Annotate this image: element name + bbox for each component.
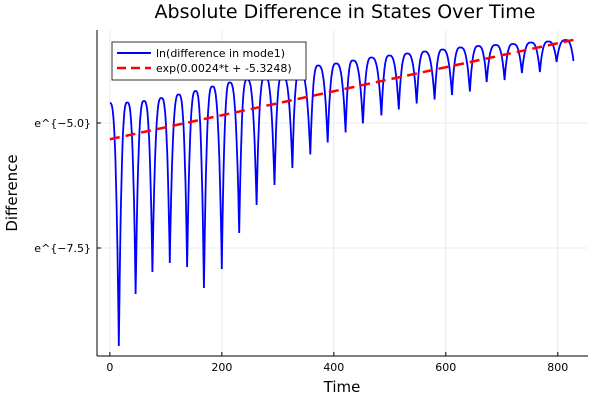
x-tick-label: 800 xyxy=(547,361,568,374)
legend-label-0: ln(difference in mode1) xyxy=(156,47,285,60)
legend-box xyxy=(111,41,307,81)
plot-area xyxy=(109,38,575,347)
y-axis-label: Difference xyxy=(3,154,21,231)
grid xyxy=(97,30,588,356)
x-tick-label: 200 xyxy=(211,361,232,374)
x-tick-label: 0 xyxy=(106,361,113,374)
axes: 0 200 400 600 800 e^{−5.0} e^{−7.5} xyxy=(34,30,588,374)
y-tick-label: e^{−5.0} xyxy=(34,117,91,130)
x-tick-label: 600 xyxy=(435,361,456,374)
series-line-difference xyxy=(109,39,575,347)
x-axis-label: Time xyxy=(323,378,361,396)
chart-title: Absolute Difference in States Over Time xyxy=(155,1,536,23)
x-tick-label: 400 xyxy=(323,361,344,374)
legend-label-1: exp(0.0024*t + -5.3248) xyxy=(156,62,292,75)
y-tick-label: e^{−7.5} xyxy=(34,242,91,255)
legend: ln(difference in mode1) exp(0.0024*t + -… xyxy=(111,41,307,81)
